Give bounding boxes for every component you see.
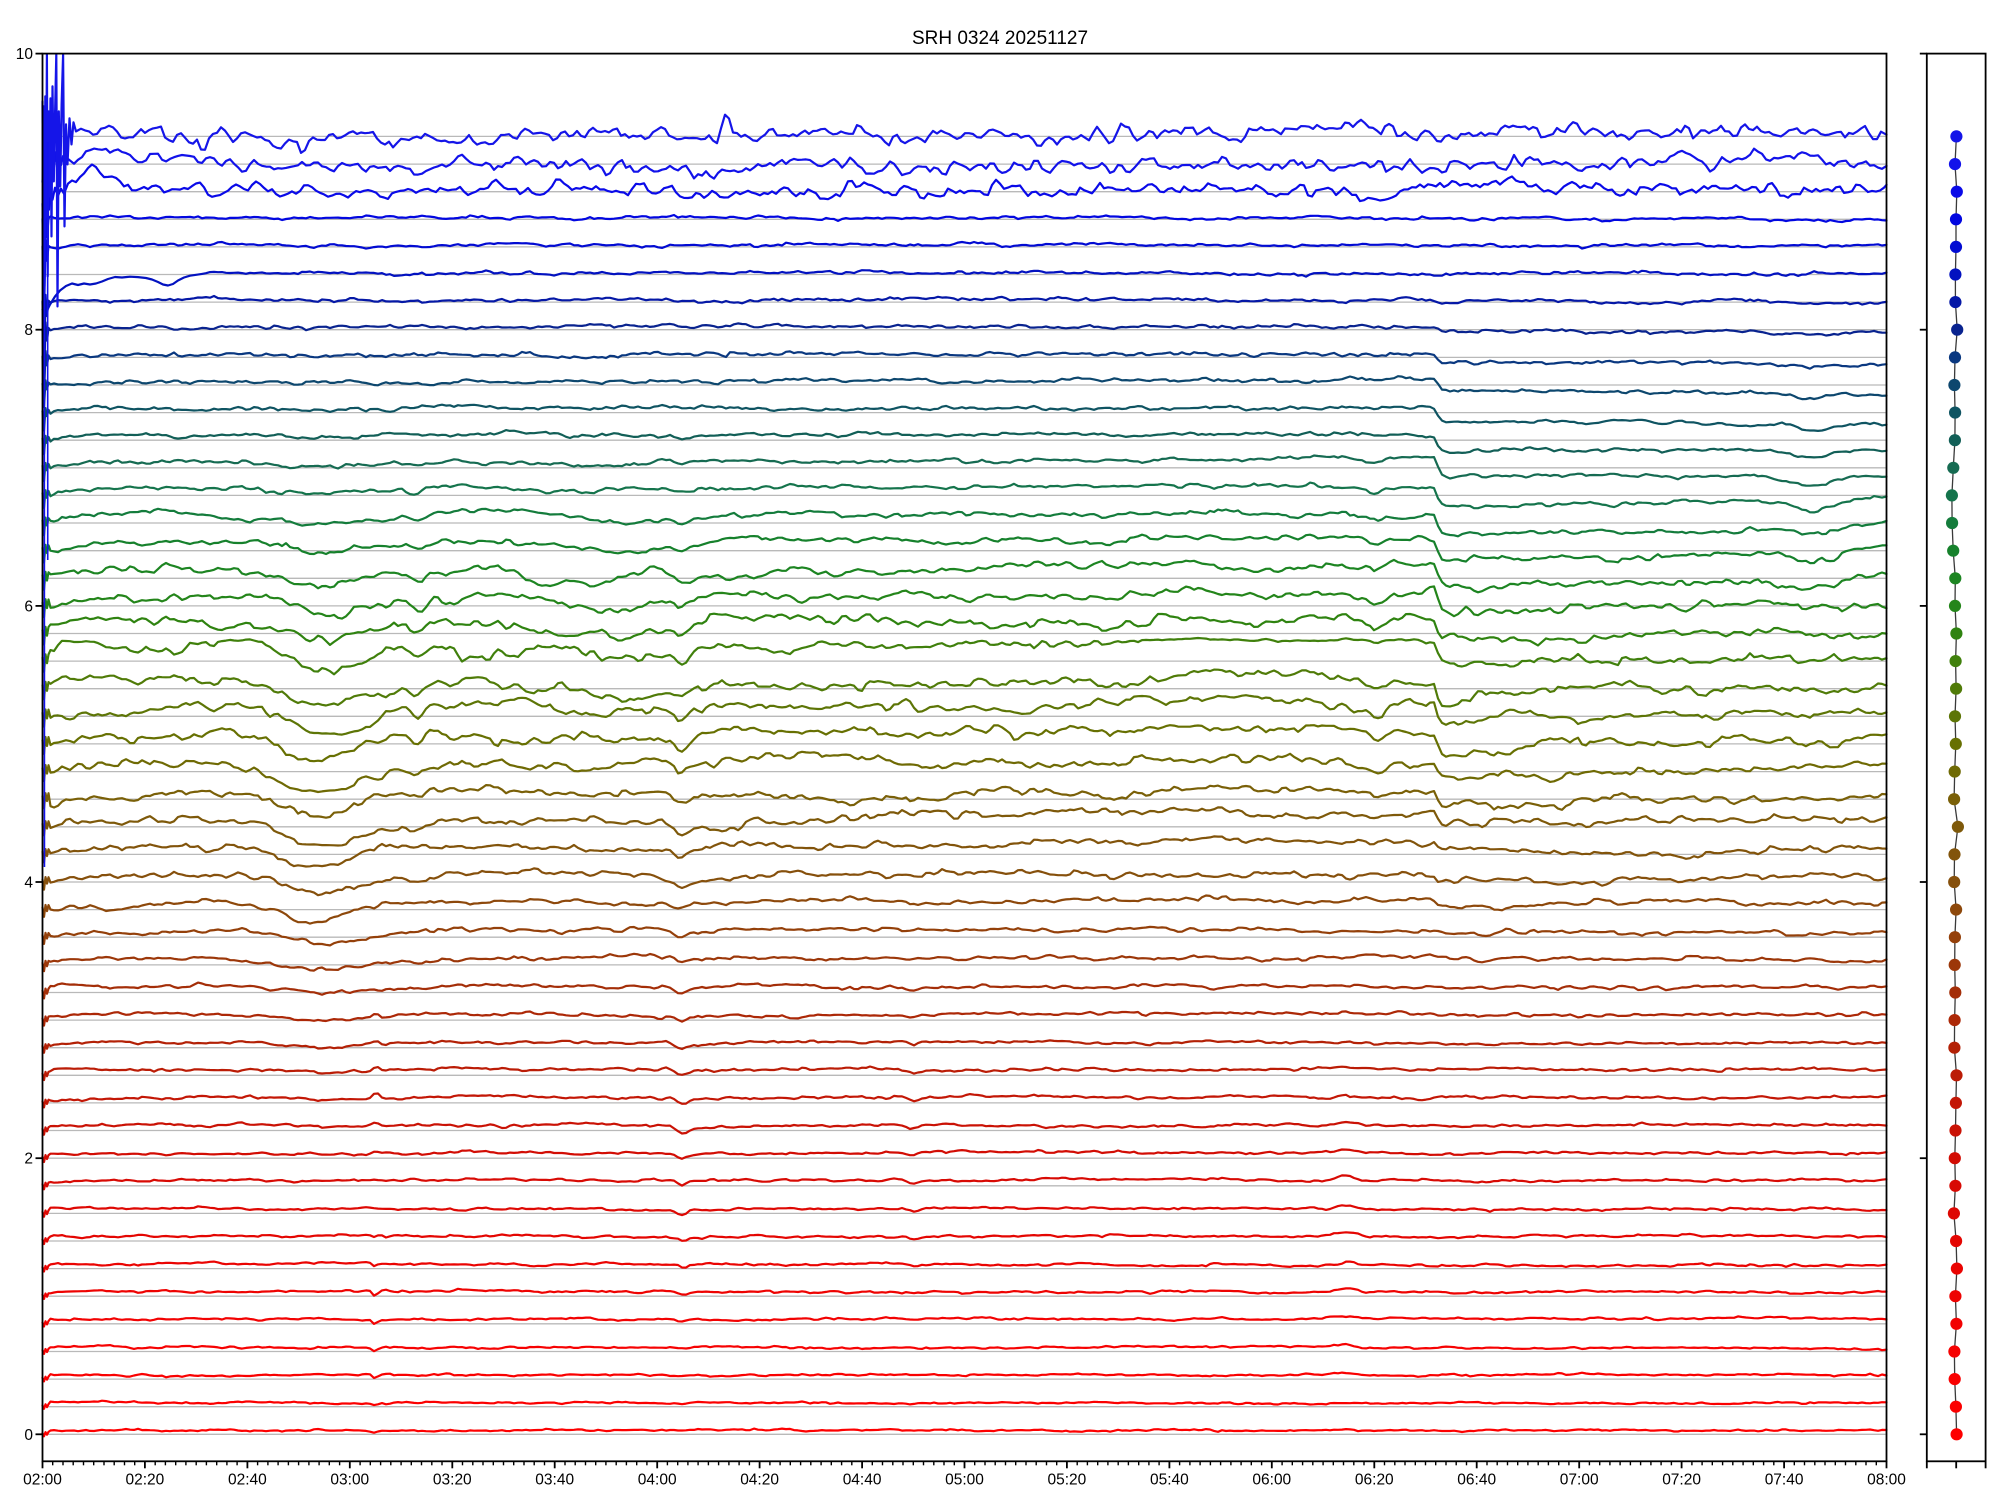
svg-text:6: 6 [24, 598, 33, 615]
svg-text:8: 8 [24, 322, 33, 339]
svg-text:07:20: 07:20 [1662, 1472, 1701, 1489]
svg-text:07:00: 07:00 [1560, 1472, 1599, 1489]
svg-text:02:20: 02:20 [126, 1472, 165, 1489]
svg-text:05:00: 05:00 [945, 1472, 984, 1489]
svg-text:05:20: 05:20 [1048, 1472, 1087, 1489]
svg-text:04:20: 04:20 [740, 1472, 779, 1489]
svg-text:06:00: 06:00 [1252, 1472, 1291, 1489]
svg-text:02:40: 02:40 [228, 1472, 267, 1489]
svg-text:4: 4 [24, 875, 33, 892]
svg-text:SRH 0324 20251127: SRH 0324 20251127 [912, 28, 1088, 49]
svg-text:05:40: 05:40 [1150, 1472, 1189, 1489]
svg-text:04:40: 04:40 [843, 1472, 882, 1489]
svg-text:08:00: 08:00 [1867, 1472, 1906, 1489]
svg-text:10: 10 [16, 46, 34, 63]
svg-text:03:20: 03:20 [433, 1472, 472, 1489]
svg-text:03:00: 03:00 [330, 1472, 369, 1489]
svg-text:04:00: 04:00 [638, 1472, 677, 1489]
svg-text:06:40: 06:40 [1457, 1472, 1496, 1489]
svg-text:2: 2 [24, 1151, 33, 1168]
svg-text:07:40: 07:40 [1765, 1472, 1804, 1489]
svg-text:03:40: 03:40 [535, 1472, 574, 1489]
svg-text:06:20: 06:20 [1355, 1472, 1394, 1489]
svg-text:02:00: 02:00 [23, 1472, 62, 1489]
svg-text:0: 0 [24, 1427, 33, 1444]
